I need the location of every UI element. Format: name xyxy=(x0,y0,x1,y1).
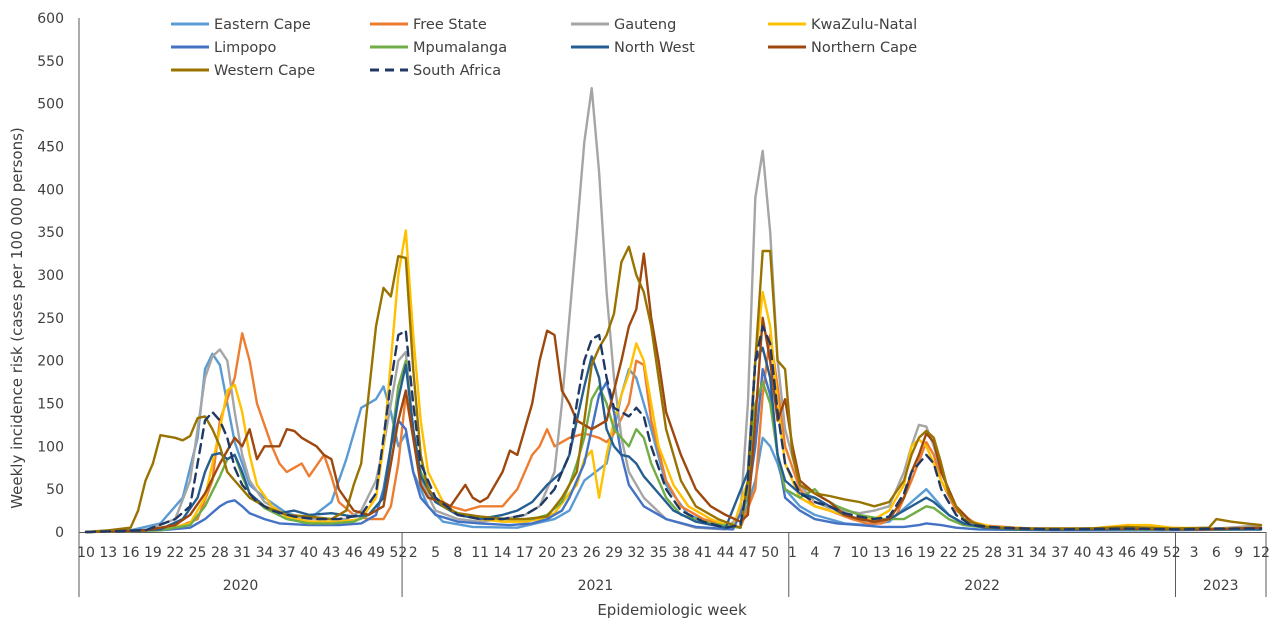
legend-label: South Africa xyxy=(413,63,501,79)
x-tick-label: 35 xyxy=(650,545,668,561)
x-tick-label: 1 xyxy=(788,545,797,561)
y-tick-label: 300 xyxy=(37,268,64,284)
legend-label: Western Cape xyxy=(214,63,315,79)
x-tick-label: 46 xyxy=(1118,545,1136,561)
x-tick-label: 9 xyxy=(1234,545,1243,561)
x-tick-label: 50 xyxy=(761,545,779,561)
y-tick-label: 400 xyxy=(37,182,64,198)
y-axis-title: Weekly incidence risk (cases per 100 000… xyxy=(8,127,26,509)
x-axis-year-labels: 2020 2021 2022 2023 xyxy=(223,578,1239,594)
year-label: 2023 xyxy=(1203,578,1239,594)
x-tick-label: 38 xyxy=(672,545,690,561)
x-tick-label: 31 xyxy=(1007,545,1025,561)
legend-label: Mpumalanga xyxy=(413,40,507,56)
chart-legend: Eastern Cape Free State Gauteng KwaZulu-Nat… xyxy=(171,17,917,79)
x-axis-title: Epidemiologic week xyxy=(597,601,747,619)
y-tick-label: 0 xyxy=(55,525,64,541)
year-label: 2022 xyxy=(964,578,1000,594)
legend-label: Gauteng xyxy=(614,17,676,33)
y-tick-label: 500 xyxy=(37,97,64,113)
x-tick-label: 32 xyxy=(627,545,645,561)
x-tick-label: 41 xyxy=(694,545,712,561)
x-tick-label: 12 xyxy=(1252,545,1270,561)
x-tick-label: 52 xyxy=(389,545,407,561)
series-line xyxy=(84,325,1263,534)
x-tick-label: 52 xyxy=(1163,545,1181,561)
y-tick-label: 100 xyxy=(37,439,64,455)
series-line xyxy=(84,245,1263,534)
x-tick-label: 28 xyxy=(211,545,229,561)
x-tick-label: 11 xyxy=(471,545,489,561)
x-tick-label: 43 xyxy=(1096,545,1114,561)
x-tick-label: 20 xyxy=(538,545,556,561)
year-label: 2020 xyxy=(223,578,259,594)
x-tick-label: 28 xyxy=(984,545,1002,561)
x-tick-label: 34 xyxy=(1029,545,1047,561)
x-tick-label: 4 xyxy=(810,545,819,561)
y-tick-label: 50 xyxy=(46,482,64,498)
x-tick-label: 8 xyxy=(453,545,462,561)
year-label: 2021 xyxy=(578,578,614,594)
y-tick-label: 350 xyxy=(37,225,64,241)
series-line xyxy=(84,87,1263,534)
x-tick-label: 22 xyxy=(166,545,184,561)
axes xyxy=(78,18,1267,597)
series-line xyxy=(84,352,1263,534)
x-tick-label: 25 xyxy=(189,545,207,561)
x-tick-label: 40 xyxy=(1074,545,1092,561)
x-tick-label: 40 xyxy=(300,545,318,561)
series-lines xyxy=(84,87,1263,534)
series-line xyxy=(84,359,1263,534)
x-tick-label: 44 xyxy=(717,545,735,561)
x-tick-label: 43 xyxy=(322,545,340,561)
x-tick-label: 37 xyxy=(278,545,296,561)
legend-label: Eastern Cape xyxy=(214,17,311,33)
x-axis-week-labels: 10 13 16 19 22 25 28 31 34 37 40 43 46 49 52 2 5 8 11 14 17 2… xyxy=(77,545,1270,561)
legend-label: Free State xyxy=(413,17,487,33)
x-tick-label: 5 xyxy=(431,545,440,561)
x-tick-label: 23 xyxy=(560,545,578,561)
x-tick-label: 37 xyxy=(1051,545,1069,561)
x-tick-label: 49 xyxy=(1141,545,1159,561)
series-line xyxy=(84,229,1263,534)
legend-label: North West xyxy=(614,40,695,56)
y-tick-label: 550 xyxy=(37,54,64,70)
x-tick-label: 49 xyxy=(367,545,385,561)
x-tick-label: 2 xyxy=(409,545,418,561)
x-tick-label: 10 xyxy=(77,545,95,561)
x-tick-label: 10 xyxy=(851,545,869,561)
legend-label: Limpopo xyxy=(214,40,277,56)
x-tick-label: 47 xyxy=(739,545,757,561)
x-tick-label: 26 xyxy=(583,545,601,561)
y-tick-label: 150 xyxy=(37,397,64,413)
x-tick-label: 16 xyxy=(895,545,913,561)
y-tick-label: 250 xyxy=(37,311,64,327)
x-tick-label: 31 xyxy=(233,545,251,561)
x-tick-label: 7 xyxy=(833,545,842,561)
x-tick-label: 3 xyxy=(1190,545,1199,561)
x-tick-label: 34 xyxy=(256,545,274,561)
x-tick-label: 14 xyxy=(494,545,512,561)
series-line xyxy=(84,368,1263,534)
x-tick-label: 17 xyxy=(516,545,534,561)
y-tick-label: 450 xyxy=(37,140,64,156)
y-axis-ticks: 0 50 100 150 200 250 300 350 400 450 500 550 600 xyxy=(37,11,64,541)
legend-label: KwaZulu-Natal xyxy=(811,17,917,33)
x-tick-label: 13 xyxy=(873,545,891,561)
x-tick-label: 6 xyxy=(1212,545,1221,561)
y-tick-label: 200 xyxy=(37,354,64,370)
legend-label: Northern Cape xyxy=(811,40,917,56)
x-tick-label: 22 xyxy=(940,545,958,561)
series-line xyxy=(84,252,1263,534)
x-tick-label: 29 xyxy=(605,545,623,561)
y-tick-label: 600 xyxy=(37,11,64,27)
x-tick-label: 19 xyxy=(144,545,162,561)
x-tick-label: 25 xyxy=(962,545,980,561)
x-tick-label: 19 xyxy=(917,545,935,561)
x-tick-label: 16 xyxy=(122,545,140,561)
x-tick-label: 46 xyxy=(345,545,363,561)
x-tick-label: 13 xyxy=(99,545,117,561)
